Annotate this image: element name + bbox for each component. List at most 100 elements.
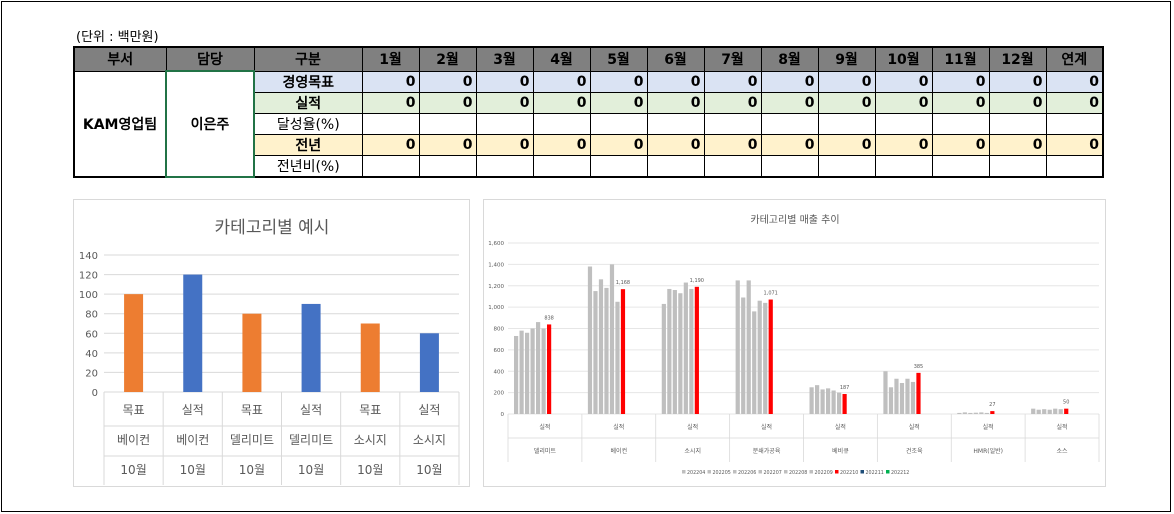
bar <box>815 385 820 414</box>
table-cell[interactable] <box>874 154 933 177</box>
table-cell[interactable]: 0 <box>589 133 648 156</box>
table-cell[interactable] <box>361 154 420 177</box>
table-cell[interactable]: 0 <box>760 70 819 93</box>
table-cell[interactable]: 0 <box>703 70 762 93</box>
table-cell[interactable]: 0 <box>874 133 933 156</box>
table-cell[interactable] <box>532 112 591 135</box>
table-cell[interactable] <box>589 112 648 135</box>
owner-cell[interactable]: 이은주 <box>165 70 255 178</box>
bar <box>746 280 751 414</box>
bar <box>768 299 773 414</box>
table-cell[interactable]: 0 <box>418 70 477 93</box>
table-cell[interactable]: 0 <box>646 70 705 93</box>
table-cell[interactable] <box>931 112 990 135</box>
table-cell[interactable] <box>475 154 534 177</box>
table-cell[interactable]: 0 <box>760 91 819 114</box>
bar <box>820 389 825 414</box>
bar <box>593 291 598 414</box>
y-tick-label: 1,000 <box>488 305 504 311</box>
table-cell[interactable] <box>361 112 420 135</box>
table-cell[interactable] <box>760 154 819 177</box>
x-label-category: 건조육 <box>906 447 923 455</box>
table-cell[interactable] <box>1045 154 1104 177</box>
table-cell[interactable] <box>817 112 876 135</box>
table-cell[interactable]: 0 <box>532 91 591 114</box>
bar <box>694 286 699 414</box>
table-cell[interactable]: 0 <box>1045 133 1104 156</box>
legend-swatch <box>886 470 890 474</box>
row-label[interactable]: 경영목표 <box>253 70 363 93</box>
table-cell[interactable]: 0 <box>475 91 534 114</box>
table-cell[interactable] <box>1045 112 1104 135</box>
column-header: 담당 <box>165 46 255 72</box>
category-sales-trend-chart[interactable]: 카테고리별 매출 추이 0 200 400 600 800 1,000 1,200 1,400 1… <box>483 199 1106 487</box>
table-cell[interactable]: 0 <box>931 70 990 93</box>
table-cell[interactable] <box>931 154 990 177</box>
table-cell[interactable]: 0 <box>988 70 1047 93</box>
table-cell[interactable]: 0 <box>475 70 534 93</box>
table-cell[interactable] <box>418 112 477 135</box>
table-cell[interactable]: 0 <box>931 91 990 114</box>
bar <box>514 335 519 414</box>
table-cell[interactable]: 0 <box>532 133 591 156</box>
table-cell[interactable]: 0 <box>589 91 648 114</box>
table-cell[interactable] <box>703 112 762 135</box>
table-cell[interactable] <box>646 112 705 135</box>
department-cell[interactable]: KAM영업팀 <box>73 70 167 177</box>
table-cell[interactable]: 0 <box>1045 91 1104 114</box>
row-label[interactable]: 전년비(%) <box>253 154 363 177</box>
table-cell[interactable]: 0 <box>646 133 705 156</box>
category-example-chart[interactable]: 카테고리별 예시 0 20 40 60 80 100 120 140 목표 베이컨 10월 실적 베이컨 1… <box>73 199 470 487</box>
table-cell[interactable]: 0 <box>703 133 762 156</box>
table-cell[interactable]: 0 <box>988 133 1047 156</box>
table-cell[interactable]: 0 <box>817 70 876 93</box>
table-cell[interactable] <box>646 154 705 177</box>
row-label[interactable]: 실적 <box>253 91 363 114</box>
table-cell[interactable] <box>703 154 762 177</box>
table-cell[interactable]: 0 <box>532 70 591 93</box>
table-cell[interactable] <box>817 154 876 177</box>
row-label[interactable]: 달성율(%) <box>253 112 363 135</box>
table-cell[interactable]: 0 <box>817 91 876 114</box>
table-cell[interactable]: 0 <box>817 133 876 156</box>
table-cell[interactable] <box>532 154 591 177</box>
table-cell[interactable]: 0 <box>1045 70 1104 93</box>
table-cell[interactable] <box>589 154 648 177</box>
bar <box>672 290 677 414</box>
y-tick-label: 60 <box>85 329 98 340</box>
x-label-type: 목표 <box>359 403 381 417</box>
table-cell[interactable] <box>988 112 1047 135</box>
x-label-type: 실적 <box>1057 423 1068 431</box>
table-cell[interactable]: 0 <box>874 70 933 93</box>
bar <box>990 411 995 414</box>
table-cell[interactable]: 0 <box>361 91 420 114</box>
bar <box>124 294 144 392</box>
x-label-month: 10월 <box>239 463 265 477</box>
table-cell[interactable]: 0 <box>418 133 477 156</box>
table-cell[interactable]: 0 <box>931 133 990 156</box>
table-cell[interactable]: 0 <box>760 133 819 156</box>
table-cell[interactable]: 0 <box>418 91 477 114</box>
table-cell[interactable]: 0 <box>589 70 648 93</box>
table-cell[interactable]: 0 <box>874 91 933 114</box>
table-cell[interactable]: 0 <box>475 133 534 156</box>
bar <box>1047 409 1052 414</box>
bar <box>360 323 380 392</box>
legend-entry: 202210 <box>840 470 858 476</box>
table-cell[interactable] <box>475 112 534 135</box>
table-cell[interactable]: 0 <box>703 91 762 114</box>
table-cell[interactable]: 0 <box>646 91 705 114</box>
table-cell[interactable] <box>874 112 933 135</box>
table-cell[interactable] <box>760 112 819 135</box>
bar <box>609 264 615 414</box>
table-cell[interactable]: 0 <box>361 133 420 156</box>
row-label[interactable]: 전년 <box>253 133 363 156</box>
table-cell[interactable] <box>418 154 477 177</box>
table-cell[interactable]: 0 <box>361 70 420 93</box>
legend-swatch <box>860 470 864 474</box>
table-cell[interactable]: 0 <box>988 91 1047 114</box>
bar <box>689 288 694 414</box>
legend-swatch <box>707 470 711 474</box>
table-cell[interactable] <box>988 154 1047 177</box>
